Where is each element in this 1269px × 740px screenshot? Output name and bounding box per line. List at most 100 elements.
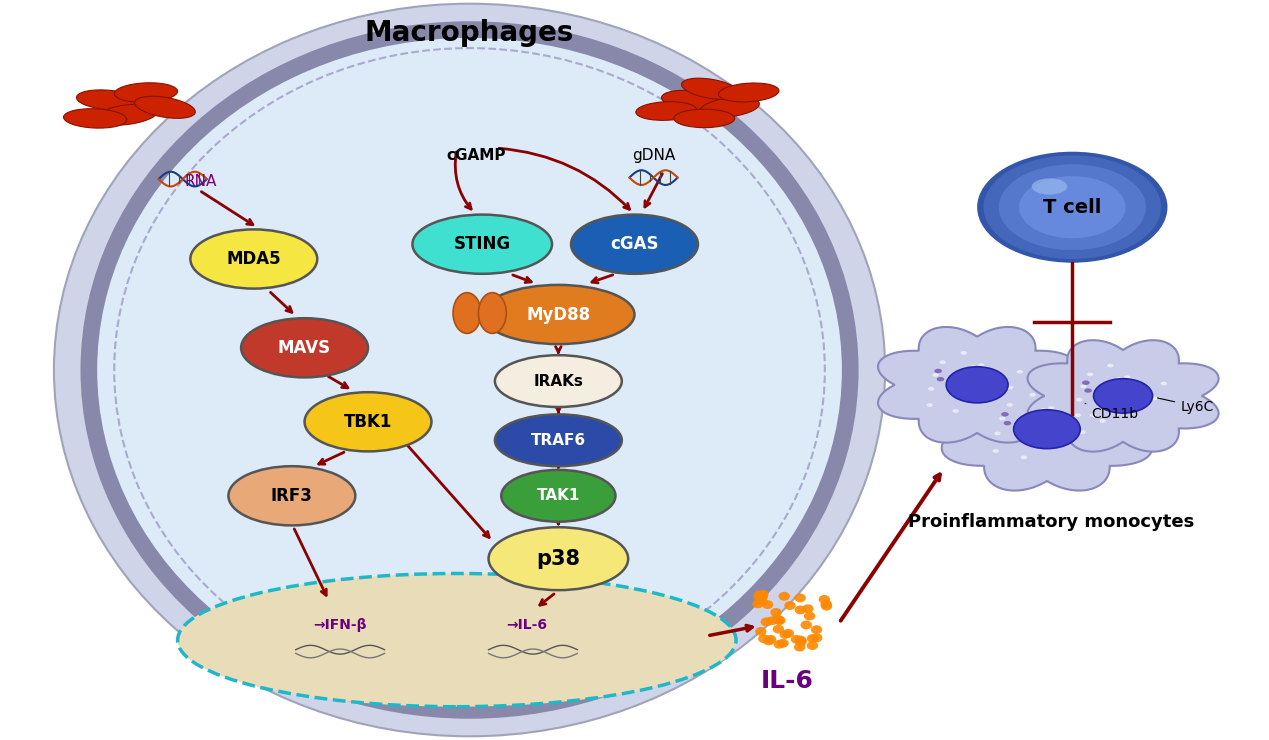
Text: TAK1: TAK1	[537, 488, 580, 503]
Ellipse shape	[784, 601, 796, 610]
Ellipse shape	[981, 386, 987, 389]
Ellipse shape	[811, 633, 822, 642]
Ellipse shape	[1099, 419, 1105, 423]
Ellipse shape	[1122, 406, 1129, 410]
Ellipse shape	[982, 366, 989, 370]
Ellipse shape	[937, 377, 944, 381]
Ellipse shape	[1107, 363, 1113, 367]
Polygon shape	[1028, 340, 1218, 451]
Ellipse shape	[953, 371, 959, 374]
Ellipse shape	[754, 594, 765, 603]
Ellipse shape	[807, 641, 819, 650]
Ellipse shape	[1122, 394, 1128, 398]
Ellipse shape	[178, 574, 736, 707]
Polygon shape	[878, 327, 1076, 443]
Ellipse shape	[636, 101, 697, 121]
Ellipse shape	[1024, 432, 1032, 437]
Ellipse shape	[1161, 382, 1167, 386]
Ellipse shape	[571, 215, 698, 274]
Text: TBK1: TBK1	[344, 413, 392, 431]
Ellipse shape	[478, 293, 506, 334]
Ellipse shape	[819, 595, 830, 604]
Ellipse shape	[933, 373, 939, 377]
Ellipse shape	[821, 602, 832, 610]
Ellipse shape	[1048, 406, 1055, 410]
Ellipse shape	[774, 640, 786, 649]
Ellipse shape	[190, 229, 317, 289]
Ellipse shape	[700, 97, 759, 118]
Ellipse shape	[811, 625, 822, 634]
Ellipse shape	[453, 293, 481, 334]
Ellipse shape	[1128, 378, 1134, 382]
Ellipse shape	[1107, 408, 1113, 411]
Ellipse shape	[796, 637, 807, 646]
Ellipse shape	[992, 449, 999, 453]
Text: IL-6: IL-6	[760, 669, 813, 693]
Ellipse shape	[756, 592, 768, 601]
Ellipse shape	[953, 409, 959, 413]
Ellipse shape	[1117, 377, 1123, 380]
Ellipse shape	[718, 83, 779, 102]
Text: STING: STING	[453, 235, 511, 253]
Ellipse shape	[305, 392, 431, 451]
Ellipse shape	[755, 627, 766, 636]
Text: TRAF6: TRAF6	[530, 433, 586, 448]
Ellipse shape	[756, 596, 768, 605]
Ellipse shape	[489, 527, 628, 591]
Ellipse shape	[1029, 393, 1036, 397]
Ellipse shape	[976, 383, 982, 387]
Ellipse shape	[971, 381, 977, 385]
Ellipse shape	[1046, 428, 1052, 431]
Ellipse shape	[754, 591, 765, 599]
Text: Proinflammatory monocytes: Proinflammatory monocytes	[907, 513, 1194, 531]
Ellipse shape	[774, 616, 786, 625]
Text: MAVS: MAVS	[278, 339, 331, 357]
Ellipse shape	[959, 397, 966, 401]
Ellipse shape	[1006, 403, 1013, 407]
Ellipse shape	[778, 592, 789, 601]
Ellipse shape	[971, 365, 977, 369]
Ellipse shape	[1115, 394, 1122, 398]
Ellipse shape	[63, 109, 127, 128]
Ellipse shape	[1039, 428, 1046, 431]
Text: cGAMP: cGAMP	[447, 148, 505, 163]
Ellipse shape	[1020, 456, 1027, 460]
Ellipse shape	[1001, 412, 1009, 417]
Text: IRAKs: IRAKs	[533, 374, 584, 388]
Ellipse shape	[1126, 379, 1132, 383]
Ellipse shape	[1107, 405, 1114, 409]
Ellipse shape	[501, 470, 615, 522]
Ellipse shape	[970, 383, 976, 387]
Ellipse shape	[761, 600, 773, 609]
Ellipse shape	[1151, 397, 1157, 400]
Ellipse shape	[956, 388, 963, 392]
Ellipse shape	[981, 367, 987, 371]
Ellipse shape	[1084, 388, 1091, 393]
Ellipse shape	[1041, 425, 1047, 429]
Ellipse shape	[1046, 440, 1053, 445]
Ellipse shape	[763, 636, 774, 645]
Ellipse shape	[778, 639, 789, 648]
Ellipse shape	[1029, 440, 1037, 444]
Ellipse shape	[674, 110, 735, 128]
Text: Ly6C: Ly6C	[1157, 398, 1213, 414]
Text: cGAS: cGAS	[610, 235, 659, 253]
Text: gDNA: gDNA	[632, 148, 675, 163]
Ellipse shape	[1051, 430, 1057, 434]
Ellipse shape	[961, 394, 968, 398]
Ellipse shape	[978, 363, 985, 367]
Polygon shape	[942, 368, 1152, 491]
Ellipse shape	[928, 387, 934, 391]
Text: RNA: RNA	[184, 174, 217, 189]
Ellipse shape	[1103, 399, 1110, 403]
Ellipse shape	[482, 285, 634, 344]
Ellipse shape	[939, 360, 945, 364]
Text: T cell: T cell	[1043, 198, 1101, 217]
Text: MyD88: MyD88	[527, 306, 590, 323]
Ellipse shape	[926, 403, 933, 407]
Ellipse shape	[1127, 397, 1133, 400]
Ellipse shape	[412, 215, 552, 274]
Ellipse shape	[999, 417, 1005, 420]
Ellipse shape	[758, 634, 769, 643]
Ellipse shape	[76, 90, 140, 110]
